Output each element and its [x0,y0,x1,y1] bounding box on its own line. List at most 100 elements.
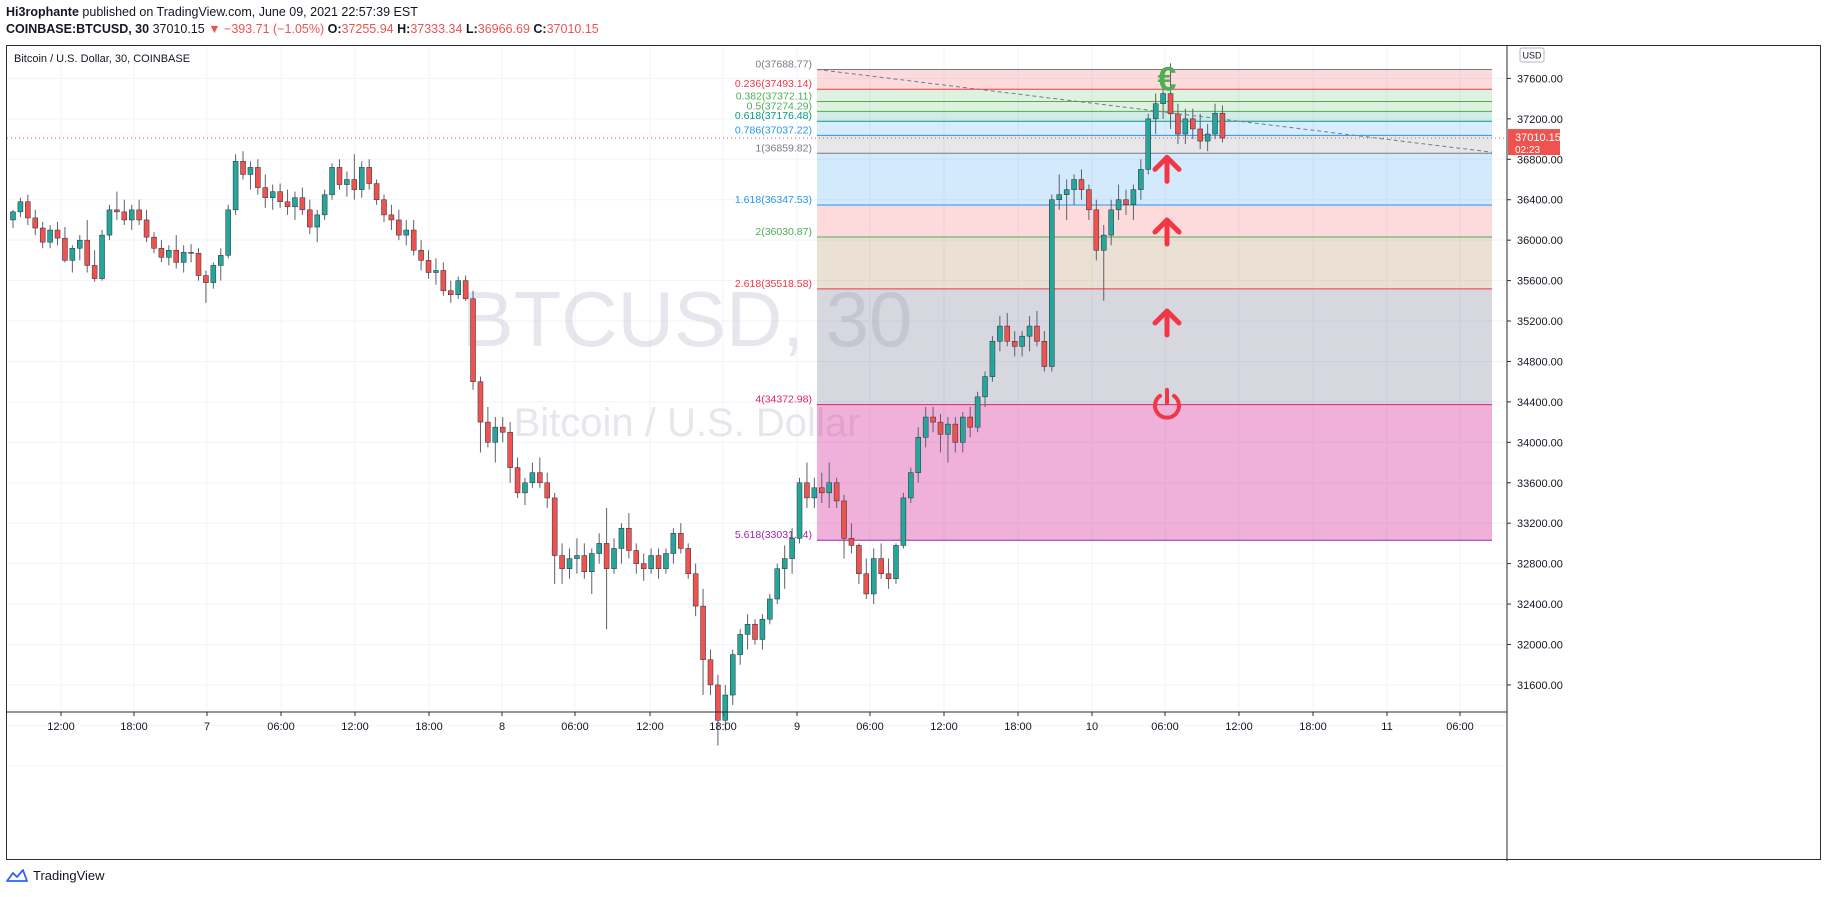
fib-level-label: 0.236(37493.14) [735,78,812,90]
candle-body [945,423,951,435]
open-value: 37255.94 [341,22,394,36]
candle-body [648,555,654,569]
candle-body [262,187,269,198]
chart-frame[interactable]: Bitcoin / U.S. Dollar, 30, COINBASE BTCUS… [6,45,1822,861]
time-tick-label: 9 [794,721,800,733]
candle-body [796,482,803,539]
time-tick-label: 12:00 [341,721,369,733]
candle-body [366,167,372,184]
fib-level-label: 4(34372.98) [755,394,812,406]
down-triangle-icon: ▼ [208,22,221,36]
price-tick-label: 32800.00 [1517,559,1563,571]
publisher-name[interactable]: Hi3rophante [6,5,79,19]
candle-body [158,247,165,258]
candle-body [937,421,944,435]
time-tick-label: 10 [1086,721,1098,733]
candle-body [299,197,306,211]
candle-body [403,229,410,236]
candle-body [499,426,506,433]
candle-body [781,558,788,569]
price-tick-label: 33600.00 [1517,478,1563,490]
candle-body [1145,118,1152,170]
candle-body [114,209,120,213]
candle-body [1093,209,1100,251]
candle-body [715,684,721,721]
candle-body [551,497,558,556]
close-label: C: [533,22,547,36]
candle-body [574,555,580,559]
candle-body [477,381,484,423]
candle-body [663,553,669,569]
fib-zone [817,288,1492,405]
candle-body [373,183,380,200]
candle-body [618,527,625,549]
power-icon [1153,393,1181,420]
time-tick-label: 18:00 [120,721,148,733]
candle-body [1049,199,1055,367]
currency-label: USD [1522,51,1542,61]
published-text: published on TradingView.com, June 09, 2… [82,5,418,19]
candle-body [418,250,424,261]
candle-body [396,219,402,236]
candle-body [321,194,328,216]
change-text: −393.71 (−1.05%) [224,22,325,36]
low-value: 36966.69 [477,22,530,36]
candle-body [678,533,684,549]
candle-body [870,558,877,595]
fib-level-label: 1.618(36347.53) [735,194,812,206]
candle-body [989,340,996,377]
euro-icon: € [1158,60,1177,98]
candle-body [1123,199,1129,206]
tradingview-footer: TradingView [6,868,105,883]
candle-body [522,482,528,494]
price-tick-label: 34800.00 [1517,356,1563,368]
candle-body [462,280,469,300]
time-tick-label: 06:00 [856,721,884,733]
candle-body [1138,169,1144,190]
candle-body [136,209,142,221]
candle-body [344,179,350,185]
ohlc-line: COINBASE:BTCUSD, 30 37010.15 ▼ −393.71 (… [6,21,599,38]
candle-body [529,472,536,484]
last-price-badge-value: 37010.15 [1515,132,1561,144]
trendline [816,68,1493,153]
candle-body [121,211,128,221]
time-tick-label: 18:00 [415,721,443,733]
change-value: ▼ −393.71 (−1.05%) [208,22,324,36]
price-tick-label: 35200.00 [1517,316,1563,328]
candle-body [255,167,261,188]
candle-body [1175,113,1181,135]
time-tick-label: 06:00 [267,721,295,733]
candle-body [626,527,632,551]
time-tick-label: 06:00 [1446,721,1474,733]
candle-body [32,217,39,229]
tradingview-logo-icon [6,868,28,882]
candle-body [1056,194,1062,200]
candle-body [789,538,795,559]
fib-zone [817,135,1492,154]
time-tick-label: 06:00 [1151,721,1179,733]
candle-body [351,179,358,190]
candle-body [440,270,447,291]
candle-body [203,275,209,283]
price-tick-label: 34400.00 [1517,397,1563,409]
candle-body [537,472,543,484]
candle-body [188,252,194,254]
candle-body [1041,340,1048,367]
candle-body [930,416,936,423]
candle-body [707,659,714,686]
candle-body [611,548,617,569]
candle-body [485,421,491,443]
price-chart[interactable]: Bitcoin / U.S. Dollar, 30, COINBASE BTCUS… [7,46,1822,861]
footer-brand[interactable]: TradingView [33,868,105,883]
candle-body [685,548,691,574]
fib-zone [817,69,1492,90]
time-tick-label: 12:00 [636,721,664,733]
candle-body [1034,325,1040,342]
fib-zone [817,153,1492,206]
candle-body [17,201,24,213]
fib-zone [817,89,1492,102]
candle-body [269,191,276,198]
candle-body [581,555,588,572]
candle-body [232,161,239,211]
